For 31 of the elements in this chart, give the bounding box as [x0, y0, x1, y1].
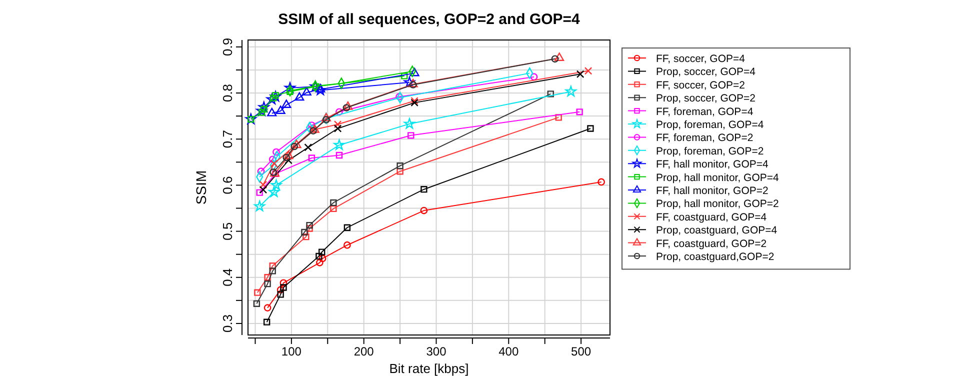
legend-label: Prop, coastguard,GOP=2	[656, 251, 774, 263]
legend-label: FF, coastguard, GOP=4	[656, 211, 767, 224]
legend-label: FF, soccer, GOP=2	[656, 79, 746, 92]
y-tick-label: 0.7	[220, 130, 236, 148]
y-tick-label: 0.9	[220, 38, 236, 56]
legend-label: FF, foreman, GOP=4	[656, 106, 754, 118]
y-tick-label: 0.8	[220, 84, 236, 102]
legend-label: FF, hall monitor, GOP=4	[656, 158, 768, 171]
legend-label: Prop, soccer, GOP=4	[656, 66, 756, 78]
legend-label: Prop, foreman, GOP=2	[656, 145, 764, 158]
x-tick-label: 500	[571, 344, 592, 359]
y-tick-label: 0.6	[220, 176, 236, 194]
legend-label: Prop, soccer, GOP=2	[656, 92, 756, 105]
legend-label: FF, coastguard, GOP=2	[656, 238, 767, 250]
y-axis-title: SSIM	[193, 170, 209, 205]
legend-label: Prop, hall monitor, GOP=2	[656, 198, 780, 210]
y-tick-label: 0.4	[220, 268, 236, 286]
x-tick-label: 100	[281, 344, 302, 359]
legend-label: FF, soccer, GOP=4	[656, 53, 746, 65]
x-tick-label: 400	[498, 344, 519, 359]
legend-label: FF, foreman, GOP=2	[656, 132, 754, 144]
legend-label: FF, hall monitor, GOP=2	[656, 185, 768, 197]
legend-label: Prop, hall monitor, GOP=4	[656, 172, 780, 184]
x-tick-label: 300	[426, 344, 447, 359]
x-axis-title: Bit rate [kbps]	[389, 361, 469, 376]
chart-title: SSIM of all sequences, GOP=2 and GOP=4	[278, 11, 581, 28]
y-tick-label: 0.5	[220, 222, 236, 240]
legend-label: Prop, foreman, GOP=4	[656, 119, 764, 131]
y-tick-label: 0.3	[220, 314, 236, 333]
x-tick-label: 200	[354, 344, 374, 359]
legend-label: Prop, coastguard, GOP=4	[656, 224, 778, 237]
